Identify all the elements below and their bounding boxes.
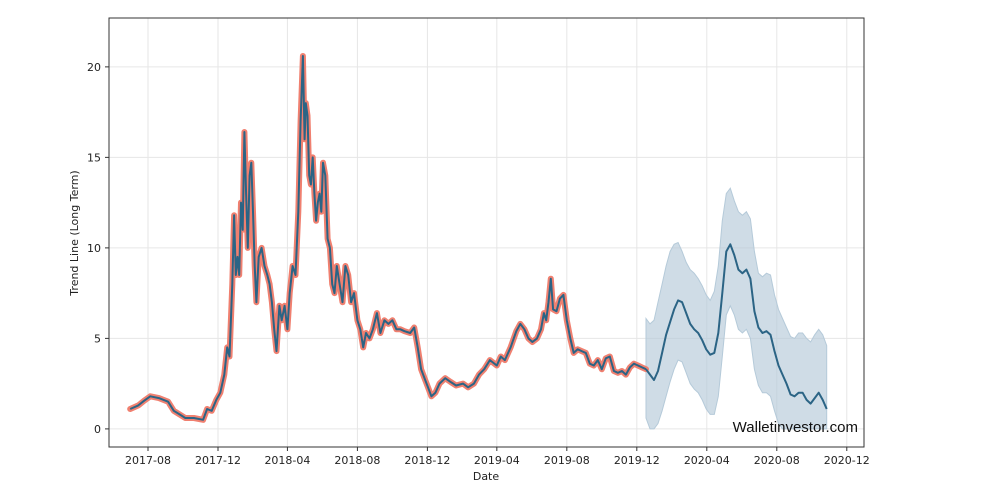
y-tick-label: 20	[87, 61, 101, 74]
x-tick-label: 2020-04	[684, 454, 730, 467]
forecast-line	[645, 243, 828, 410]
plot-area-frame	[108, 17, 865, 448]
x-tick-label: 2020-08	[754, 454, 800, 467]
x-tick-label: 2020-12	[824, 454, 870, 467]
history-line-inner	[129, 55, 647, 421]
x-tick-label: 2018-08	[334, 454, 380, 467]
forecast-series	[645, 243, 828, 410]
history-series	[127, 53, 649, 423]
x-tick-label: 2019-08	[544, 454, 590, 467]
forecast-band-area	[645, 187, 828, 430]
x-axis-title: Date	[473, 470, 500, 483]
forecast-confidence-band	[645, 187, 828, 430]
x-tick-label: 2019-04	[474, 454, 520, 467]
x-tick-label: 2018-12	[404, 454, 450, 467]
walletinvestor-watermark: Walletinvestor.com	[733, 419, 858, 436]
x-axis-ticks: 2017-08 2017-12 2018-04 2018-08 2018-12 2019-…	[125, 447, 870, 467]
x-tick-label: 2019-12	[614, 454, 660, 467]
x-tick-label: 2017-12	[195, 454, 241, 467]
y-tick-label: 5	[94, 332, 101, 345]
x-tick-label: 2017-08	[125, 454, 171, 467]
y-axis-title: Trend Line (Long Term)	[68, 170, 81, 296]
y-tick-label: 0	[94, 423, 101, 436]
y-axis-ticks: 0 5 10 15 20	[87, 61, 109, 436]
x-tick-label: 2018-04	[264, 454, 310, 467]
y-tick-label: 15	[87, 151, 101, 164]
y-tick-label: 10	[87, 242, 101, 255]
history-line-outer	[127, 53, 649, 423]
